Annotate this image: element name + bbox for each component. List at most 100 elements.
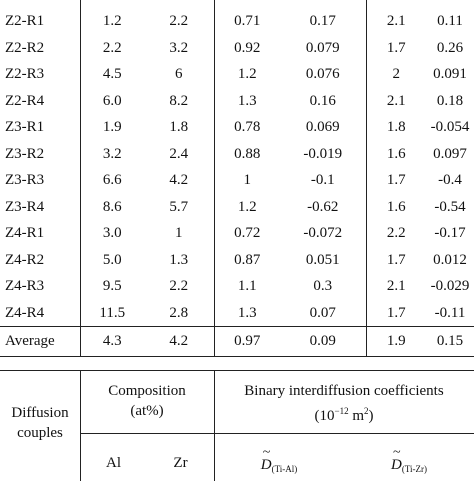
cell-err-al: 0.09 (280, 326, 367, 357)
cell-zr: 1.8 (144, 114, 215, 141)
table-row: Z4-R4 11.5 2.8 1.3 0.07 1.7 -0.11 (0, 299, 474, 327)
cell-d-ti-al: 1.1 (237, 278, 257, 294)
cell-zr: 1.3 (144, 246, 215, 273)
col-d-ti-zr-header: D(Ti-Zr) (344, 443, 474, 479)
cell-err-al: -0.019 (280, 140, 367, 167)
table-row: Z2-R2 2.2 3.2 0.92 0.079 1.7 0.26 (0, 34, 474, 61)
cell-d-ti-zr: 2.1 (386, 278, 406, 294)
cell-couple: Z4-R2 (0, 246, 81, 273)
cell-couple: Average (0, 326, 81, 357)
table-body: Z2-R1 1.2 2.2 0.71 0.17 2.1 0.11 Z2-R2 2.2 3.2 0.9… (0, 0, 474, 357)
cell-err-al: -0.072 (280, 220, 367, 247)
cell-d-ti-al: 0.97 (214, 326, 280, 357)
header-divider (214, 371, 215, 481)
header-rule (80, 433, 474, 434)
cell-err-zr: 0.11 (437, 13, 463, 29)
cropped-cell (280, 0, 367, 8)
cell-zr: 4.2 (144, 326, 215, 357)
cell-d-ti-al: 1.2 (237, 66, 257, 82)
table-header: Diffusion couples Composition (at%) Bina… (0, 370, 474, 481)
cell-al: 8.6 (102, 198, 122, 215)
cell-couple: Z3-R1 (0, 114, 81, 141)
cell-d-ti-zr: 1.8 (386, 119, 406, 135)
cell-d-ti-zr: 2.2 (386, 225, 406, 241)
table-row: Z3-R4 8.6 5.7 1.2 -0.62 1.6 -0.54 (0, 193, 474, 220)
average-row: Average 4.3 4.2 0.97 0.09 1.9 0.15 (0, 326, 474, 357)
cropped-cell (0, 0, 81, 8)
cell-d-ti-zr: 1.7 (386, 251, 406, 268)
cell-couple: Z4-R1 (0, 220, 81, 247)
col-d-ti-al-header: D(Ti-Al) (214, 443, 344, 479)
cell-err-al: -0.1 (280, 167, 367, 194)
table-row: Z2-R1 1.2 2.2 0.71 0.17 2.1 0.11 (0, 8, 474, 35)
col-al-header: Al (106, 455, 121, 471)
cell-d-ti-zr: 1.6 (386, 145, 406, 162)
table-row: Z4-R3 9.5 2.2 1.1 0.3 2.1 -0.029 (0, 273, 474, 300)
cropped-cell (144, 0, 215, 8)
cell-al: 2.2 (102, 39, 122, 56)
diffusion-couples-header: Diffusion couples (11, 405, 69, 441)
cell-couple: Z2-R3 (0, 61, 81, 88)
cell-zr: 8.2 (144, 87, 215, 114)
cell-couple: Z3-R2 (0, 140, 81, 167)
cell-d-ti-al: 1.3 (237, 304, 257, 321)
composition-header: Composition (at%) (108, 383, 186, 419)
cell-d-ti-zr: 2 (392, 66, 401, 82)
cell-couple: Z2-R4 (0, 87, 81, 114)
cell-zr: 2.2 (144, 273, 215, 300)
cell-al: 9.5 (102, 278, 122, 294)
cell-err-zr: 0.26 (436, 39, 464, 56)
cell-err-zr: 0.091 (433, 66, 467, 82)
cell-al: 6.0 (102, 92, 122, 109)
cell-err-zr: -0.11 (434, 304, 466, 321)
cell-d-ti-al: 0.78 (234, 119, 261, 135)
cell-d-ti-al: 0.92 (234, 39, 261, 56)
cell-zr: 6 (144, 61, 215, 88)
cell-al: 6.6 (102, 172, 122, 188)
cell-d-ti-al: 0.71 (234, 13, 261, 29)
table-row: Z4-R2 5.0 1.3 0.87 0.051 1.7 0.012 (0, 246, 474, 273)
cell-err-zr: 0.15 (426, 326, 474, 357)
cell-al: 3.0 (102, 225, 122, 241)
table-row: Z2-R4 6.0 8.2 1.3 0.16 2.1 0.18 (0, 87, 474, 114)
cell-zr: 2.2 (144, 8, 215, 35)
cell-err-zr: 0.097 (433, 145, 467, 162)
cell-err-al: 0.3 (280, 273, 367, 300)
cell-al: 3.2 (102, 145, 122, 162)
cell-err-zr: -0.54 (434, 198, 466, 215)
cell-zr: 3.2 (144, 34, 215, 61)
cell-couple: Z4-R4 (0, 299, 81, 327)
cell-couple: Z3-R4 (0, 193, 81, 220)
cell-err-zr: -0.029 (430, 278, 470, 294)
cell-couple: Z4-R3 (0, 273, 81, 300)
table-row: Z3-R1 1.9 1.8 0.78 0.069 1.8 -0.054 (0, 114, 474, 141)
coefficients-table: Z2-R1 1.2 2.2 0.71 0.17 2.1 0.11 Z2-R2 2.2 3.2 0.9… (0, 0, 474, 357)
cell-d-ti-al: 0.72 (234, 225, 261, 241)
cell-d-ti-zr: 1.7 (386, 304, 406, 321)
cell-d-ti-zr: 1.7 (386, 172, 406, 188)
cell-zr: 4.2 (144, 167, 215, 194)
cell-d-ti-zr: 1.7 (386, 39, 406, 56)
cell-err-al: 0.16 (280, 87, 367, 114)
cell-err-al: -0.62 (280, 193, 367, 220)
cell-err-al: 0.17 (280, 8, 367, 35)
cell-d-ti-al: 1.3 (237, 92, 257, 109)
table-row: Z2-R3 4.5 6 1.2 0.076 2 0.091 (0, 61, 474, 88)
cell-couple: Z3-R3 (0, 167, 81, 194)
cropped-cell (214, 0, 280, 8)
table-row: Z4-R1 3.0 1 0.72 -0.072 2.2 -0.17 (0, 220, 474, 247)
cell-zr: 2.8 (144, 299, 215, 327)
cell-err-al: 0.069 (280, 114, 367, 141)
cell-err-al: 0.079 (280, 34, 367, 61)
cell-zr: 5.7 (144, 193, 215, 220)
cropped-cell (366, 0, 426, 8)
cell-d-ti-zr: 1.6 (386, 198, 406, 215)
table-row: Z3-R3 6.6 4.2 1 -0.1 1.7 -0.4 (0, 167, 474, 194)
cropped-cell (426, 0, 474, 8)
cell-couple: Z2-R1 (0, 8, 81, 35)
binary-coefficients-header: Binary interdiffusion coefficients (10−1… (244, 383, 444, 424)
cell-al: 1.9 (102, 119, 122, 135)
cell-al: 1.2 (102, 13, 122, 29)
col-zr-header: Zr (173, 455, 188, 471)
table-row: Z3-R2 3.2 2.4 0.88 -0.019 1.6 0.097 (0, 140, 474, 167)
